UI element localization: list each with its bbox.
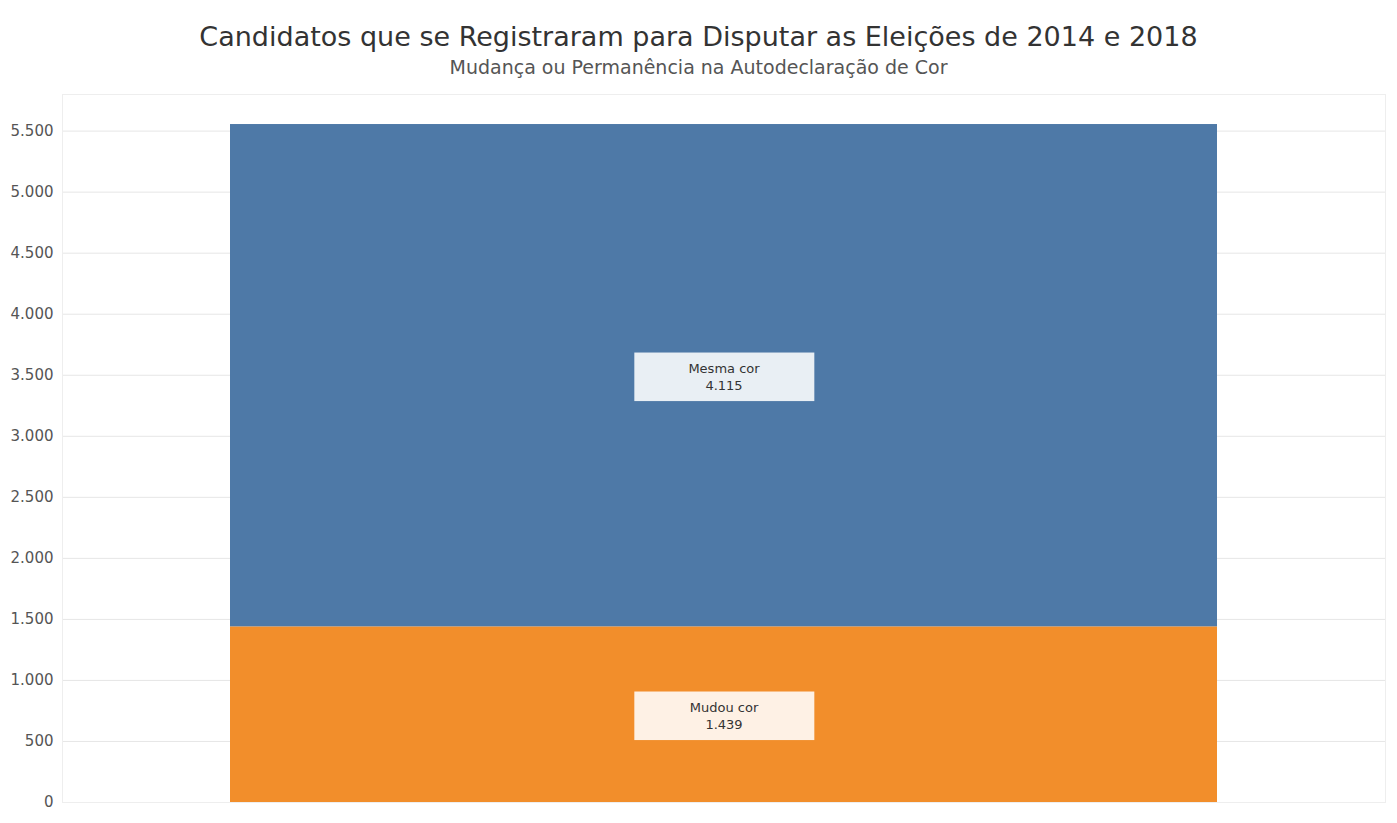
svg-text:0: 0 <box>44 793 54 811</box>
svg-text:5.000: 5.000 <box>11 183 54 201</box>
svg-text:500: 500 <box>25 732 54 750</box>
svg-text:2.000: 2.000 <box>11 549 54 567</box>
svg-text:2.500: 2.500 <box>11 488 54 506</box>
svg-text:4.000: 4.000 <box>11 305 54 323</box>
svg-text:5.500: 5.500 <box>11 122 54 140</box>
svg-text:1.500: 1.500 <box>11 610 54 628</box>
html-text:Mudança ou Permanência na Auto: Mudança ou Permanência na Autodeclaração… <box>449 56 948 78</box>
svg-text:Mudou cor1.439: Mudou cor1.439 <box>690 700 759 733</box>
svg-text:4.500: 4.500 <box>11 244 54 262</box>
svg-text:Mesma cor4.115: Mesma cor4.115 <box>688 361 760 394</box>
svg-text:1.000: 1.000 <box>11 671 54 689</box>
html-text:Candidatos que se Registraram: Candidatos que se Registraram para Dispu… <box>199 21 1198 52</box>
svg-text:3.500: 3.500 <box>11 366 54 384</box>
svg-text:3.000: 3.000 <box>11 427 54 445</box>
